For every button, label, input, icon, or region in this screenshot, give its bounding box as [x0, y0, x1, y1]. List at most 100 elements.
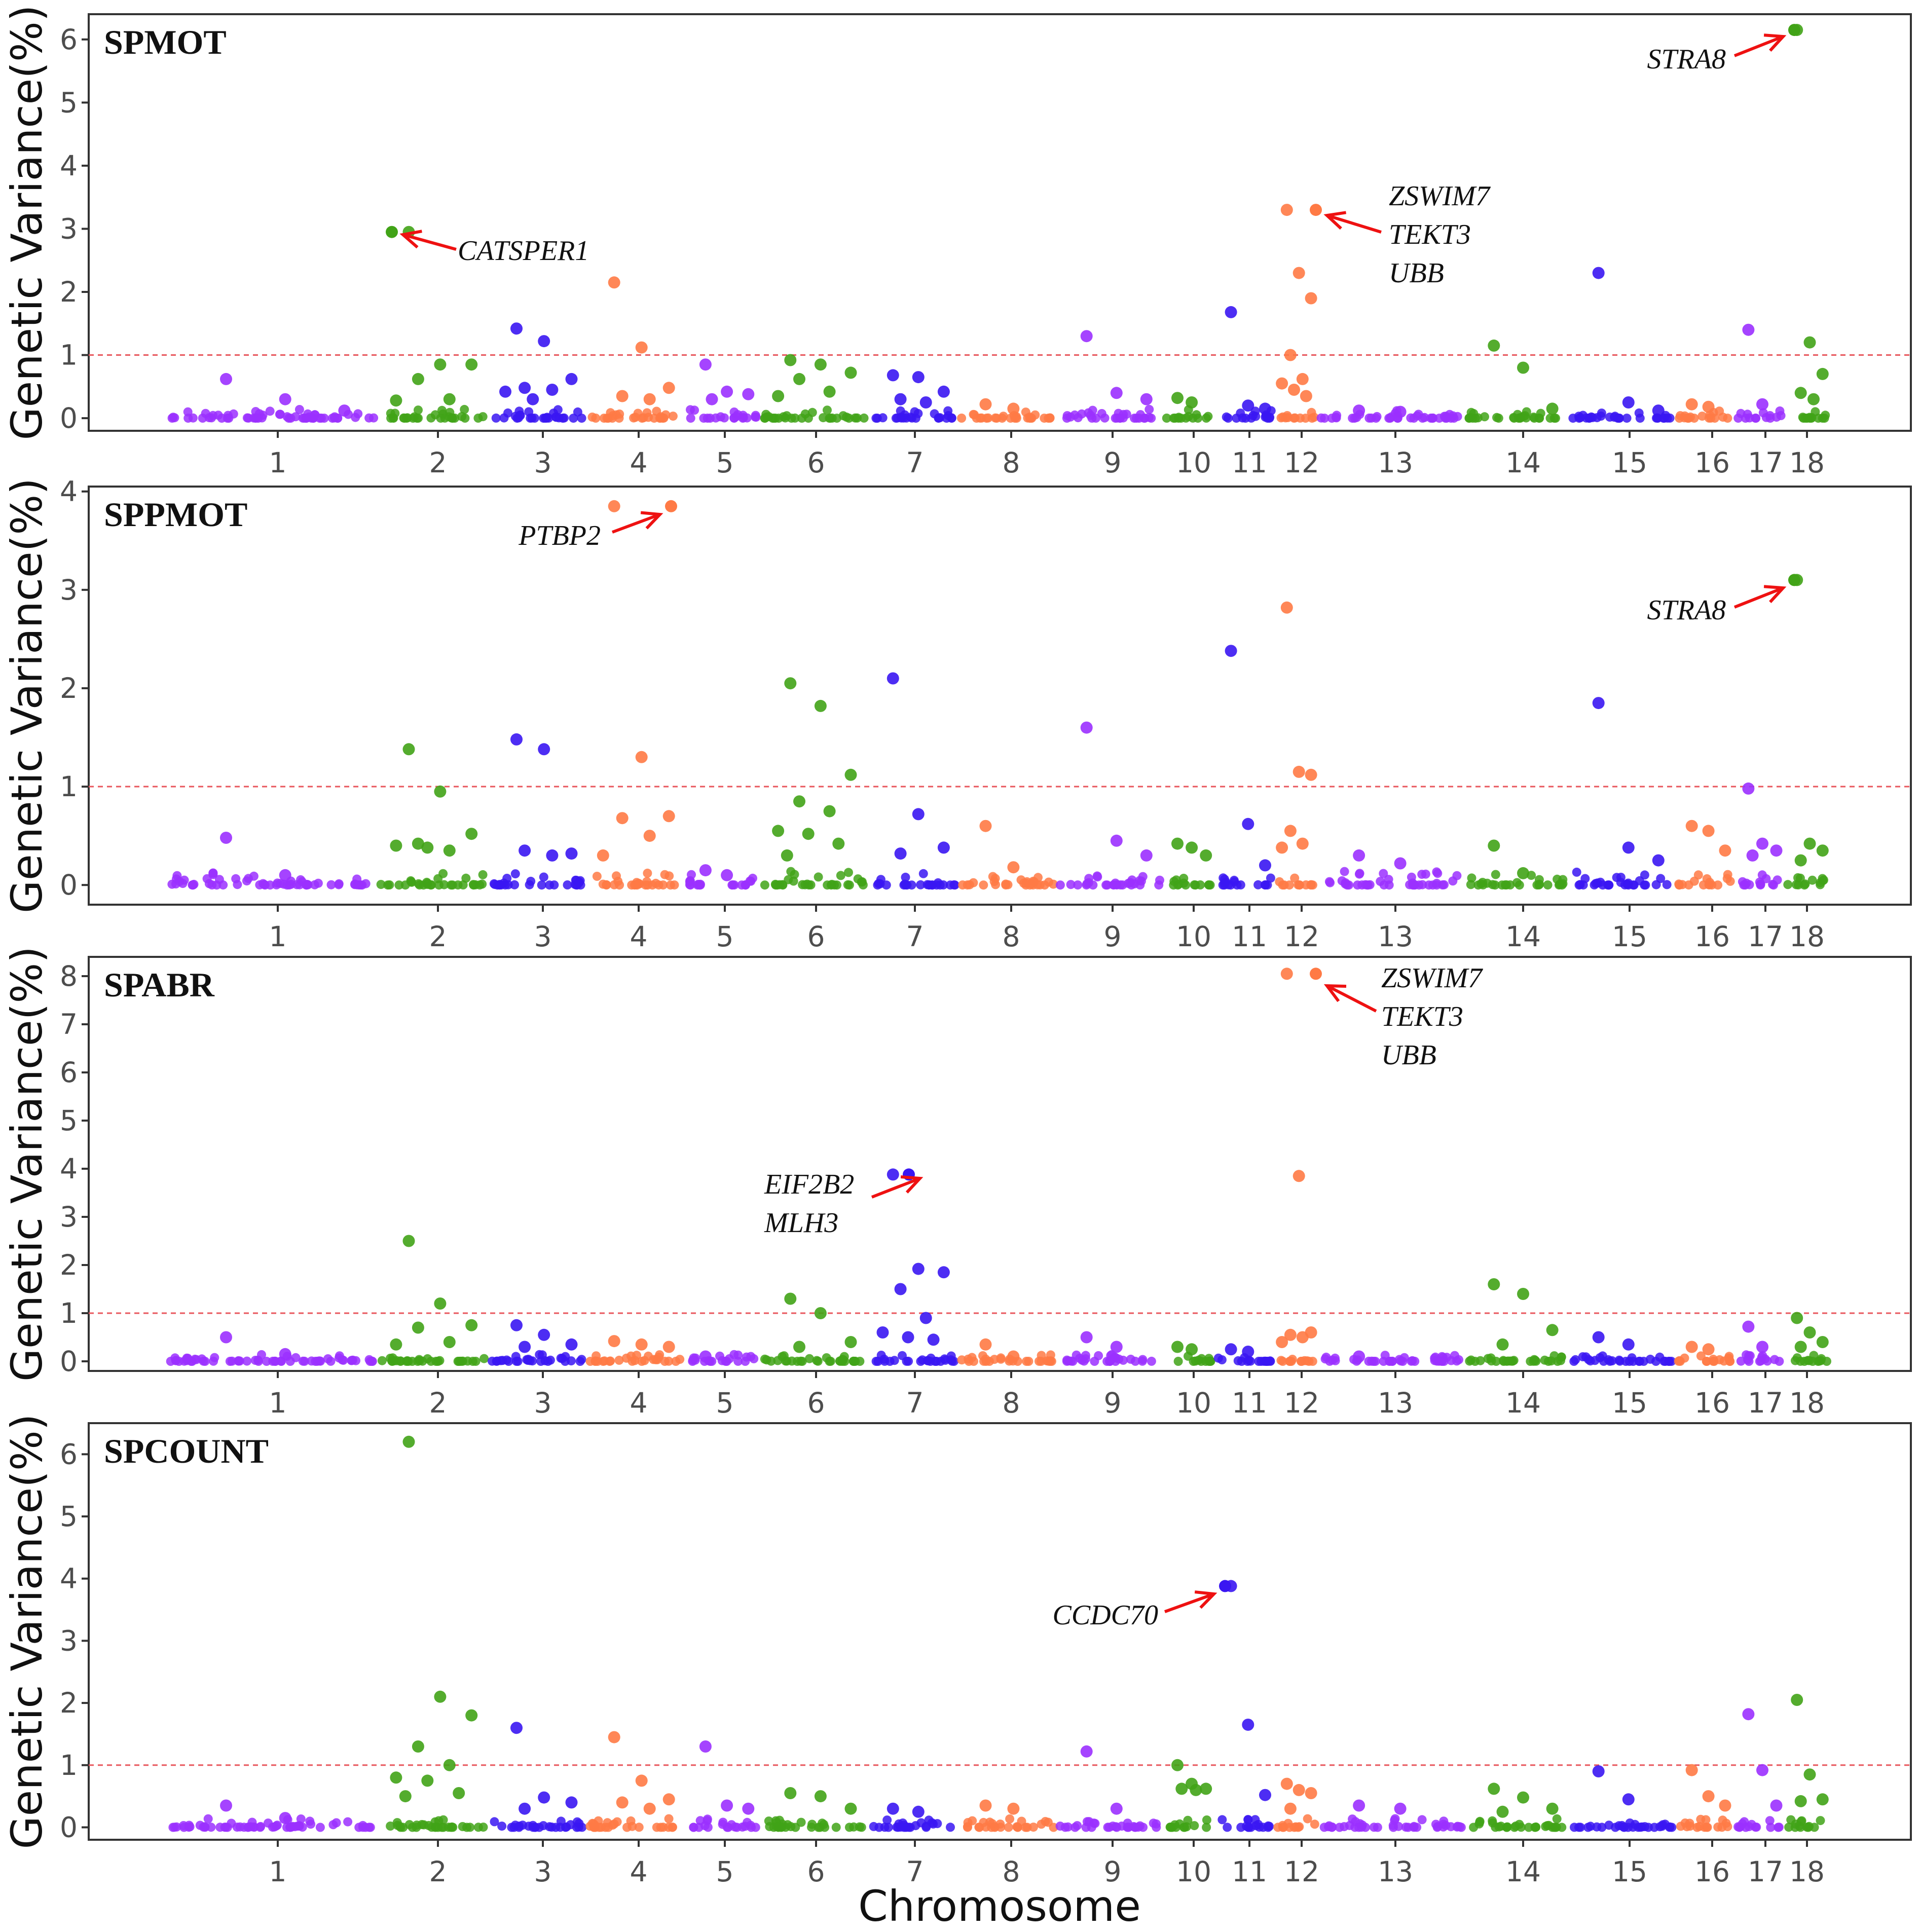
snp-point: [377, 1356, 387, 1365]
gene-label: ZSWIM7: [1389, 180, 1491, 212]
snp-point: [1702, 825, 1715, 837]
snp-point: [190, 1354, 200, 1364]
snp-point: [1196, 1357, 1206, 1366]
snp-point: [539, 1821, 548, 1831]
snp-point: [887, 369, 899, 382]
snp-point: [764, 1816, 773, 1826]
snp-point: [272, 880, 281, 889]
snp-point: [565, 373, 578, 385]
snp-point: [1703, 1823, 1712, 1832]
snp-point: [1130, 1356, 1140, 1366]
snp-point: [350, 879, 360, 889]
snp-point: [338, 404, 351, 417]
snp-point: [577, 1355, 586, 1364]
y-tick-label: 0: [60, 1345, 78, 1378]
snp-point: [434, 880, 444, 890]
snp-point: [1092, 871, 1102, 881]
snp-point: [1278, 1823, 1287, 1832]
snp-point: [1162, 414, 1171, 423]
snp-point: [1453, 412, 1462, 421]
snp-point: [1532, 880, 1542, 890]
snp-point: [1702, 400, 1715, 413]
snp-point: [448, 880, 457, 890]
snp-point: [383, 880, 393, 890]
annotation-arrowhead: [1323, 984, 1347, 1002]
snp-point: [1305, 768, 1317, 781]
snp-point: [1496, 1338, 1509, 1351]
snp-point: [1044, 1356, 1053, 1366]
snp-point: [1652, 404, 1665, 417]
snp-point: [1080, 330, 1093, 343]
snp-point: [1762, 1356, 1772, 1366]
snp-point: [220, 373, 232, 385]
y-axis-label: Genetic Variance(%): [2, 5, 52, 440]
snp-cloud: [166, 1350, 1831, 1366]
x-tick-label: 17: [1748, 1855, 1783, 1888]
peak-points: [220, 1435, 1829, 1825]
x-tick-label: 16: [1694, 447, 1730, 479]
gene-label: UBB: [1389, 257, 1444, 289]
snp-point: [1596, 412, 1606, 421]
snp-point: [912, 1805, 925, 1818]
snp-point: [790, 413, 800, 423]
snp-point: [1394, 1802, 1407, 1815]
snp-point: [1685, 1822, 1695, 1831]
snp-point: [703, 1816, 712, 1826]
snp-point: [1784, 1823, 1794, 1832]
snp-point: [686, 414, 695, 423]
x-tick-label: 10: [1176, 447, 1211, 479]
snp-point: [526, 876, 536, 886]
snp-point: [613, 876, 623, 886]
x-tick-label: 10: [1176, 1387, 1211, 1419]
snp-point: [282, 412, 292, 422]
snp-point: [499, 878, 509, 888]
snp-point: [440, 413, 450, 423]
snp-point: [1171, 1823, 1181, 1832]
snp-point: [1816, 844, 1829, 857]
x-tick-label: 9: [1104, 447, 1122, 479]
snp-point: [1810, 1823, 1819, 1832]
y-tick-label: 6: [60, 1056, 78, 1089]
snp-point: [298, 1823, 307, 1832]
annotation-arrow: [1326, 984, 1377, 1013]
snp-point: [689, 1353, 698, 1363]
snp-point: [916, 880, 926, 889]
snp-point: [1285, 1357, 1295, 1366]
x-tick-label: 7: [906, 920, 924, 953]
y-tick-label: 4: [60, 475, 78, 508]
snp-point: [390, 1771, 402, 1784]
x-tick-label: 15: [1612, 447, 1647, 479]
snp-point: [303, 409, 313, 419]
snp-point: [1733, 414, 1743, 423]
snp-point: [733, 1356, 743, 1366]
snp-point: [1743, 410, 1752, 419]
x-tick-label: 3: [534, 447, 552, 479]
snp-point: [1622, 414, 1632, 423]
snp-point: [616, 390, 629, 402]
snp-point: [1719, 844, 1731, 857]
snp-point: [1659, 414, 1669, 423]
snp-point: [229, 409, 238, 419]
snp-point: [488, 1356, 497, 1366]
snp-point: [1063, 1822, 1073, 1832]
snp-point: [919, 1312, 932, 1324]
snp-point: [1081, 1354, 1090, 1363]
snp-point: [1622, 841, 1635, 854]
snp-point: [1327, 1355, 1337, 1365]
x-tick-label: 16: [1694, 1387, 1730, 1419]
snp-point: [1112, 413, 1122, 423]
snp-point: [1766, 1823, 1776, 1832]
snp-point: [975, 413, 985, 423]
snp-cloud: [168, 1814, 1825, 1832]
snp-point: [742, 388, 755, 400]
snp-point: [1264, 1821, 1273, 1831]
snp-point: [561, 1352, 570, 1361]
y-tick-label: 5: [60, 86, 78, 119]
snp-point: [760, 880, 769, 890]
snp-point: [814, 358, 827, 371]
snp-point: [804, 880, 814, 890]
snp-point: [844, 768, 857, 781]
snp-point: [326, 1356, 336, 1366]
snp-point: [1662, 880, 1672, 889]
snp-point: [1605, 413, 1614, 422]
